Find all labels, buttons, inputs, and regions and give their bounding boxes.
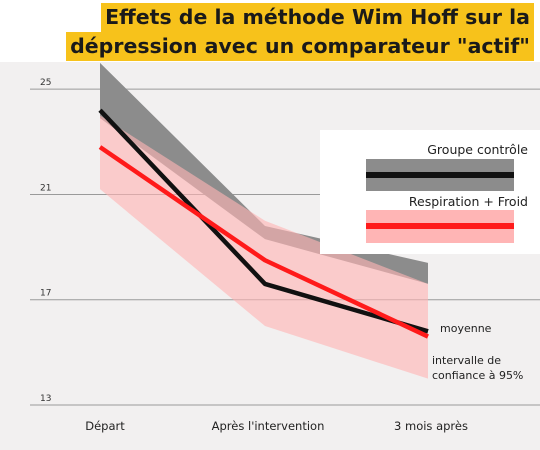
legend-line-control <box>366 172 514 178</box>
x-tick-label-1: Après l'intervention <box>212 419 325 433</box>
x-tick-label-0: Départ <box>85 419 125 433</box>
ci-band-control <box>100 62 428 284</box>
ci-band-treatment <box>100 115 428 379</box>
y-tick-label-25: 25 <box>40 78 51 88</box>
line-chart: 13 17 21 25 Départ Après l'intervention 3 mois… <box>30 62 540 433</box>
series-line-control <box>98 108 429 334</box>
legend-label-treatment: Respiration + Froid <box>408 194 528 209</box>
chart-title: Effets de la méthode Wim Hoff sur la dép… <box>0 0 540 62</box>
annotation-ci-line-2: confiance à 95% <box>432 369 524 382</box>
legend-line-treatment <box>366 223 514 229</box>
legend: Groupe contrôle Respiration + Froid <box>320 130 540 254</box>
y-tick-label-17: 17 <box>40 289 51 299</box>
y-tick-label-21: 21 <box>40 183 51 193</box>
series-line-treatment <box>98 145 429 339</box>
chart-title-line-2: dépression avec un comparateur "actif" <box>66 32 534 61</box>
y-tick-label-13: 13 <box>40 394 51 404</box>
annotation-ci-line-1: intervalle de <box>432 354 502 367</box>
chart-title-line-1: Effets de la méthode Wim Hoff sur la <box>101 3 534 32</box>
annotation-mean: moyenne <box>440 322 492 335</box>
chart-area: 13 17 21 25 Départ Après l'intervention 3 mois… <box>0 62 540 450</box>
legend-label-control: Groupe contrôle <box>427 142 528 157</box>
x-tick-label-2: 3 mois après <box>394 419 468 433</box>
